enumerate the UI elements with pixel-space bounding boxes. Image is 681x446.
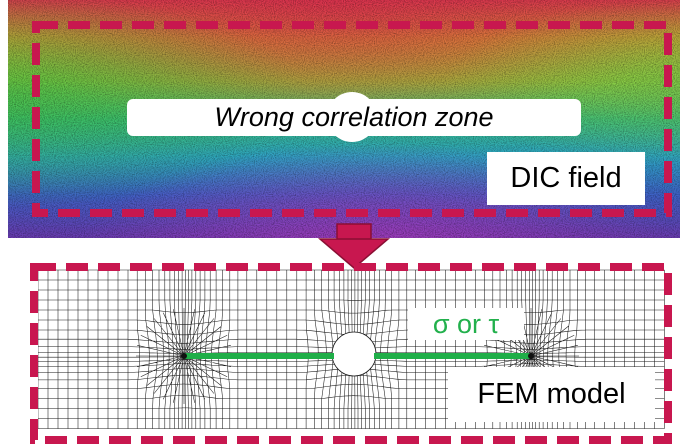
wrong-correlation-zone-label: Wrong correlation zone xyxy=(127,99,581,136)
dic-frame xyxy=(32,21,672,217)
fem-frame xyxy=(30,263,672,444)
fem-model-label: FEM model xyxy=(448,367,655,422)
hole-cutout xyxy=(331,331,377,377)
down-arrow-icon xyxy=(317,223,391,269)
fem-panel xyxy=(30,263,672,444)
crack-tip-left xyxy=(181,353,187,359)
stress-label: σ or τ xyxy=(408,308,524,340)
crack-tip-right xyxy=(528,353,534,359)
dic-field-label: DIC field xyxy=(487,152,645,205)
